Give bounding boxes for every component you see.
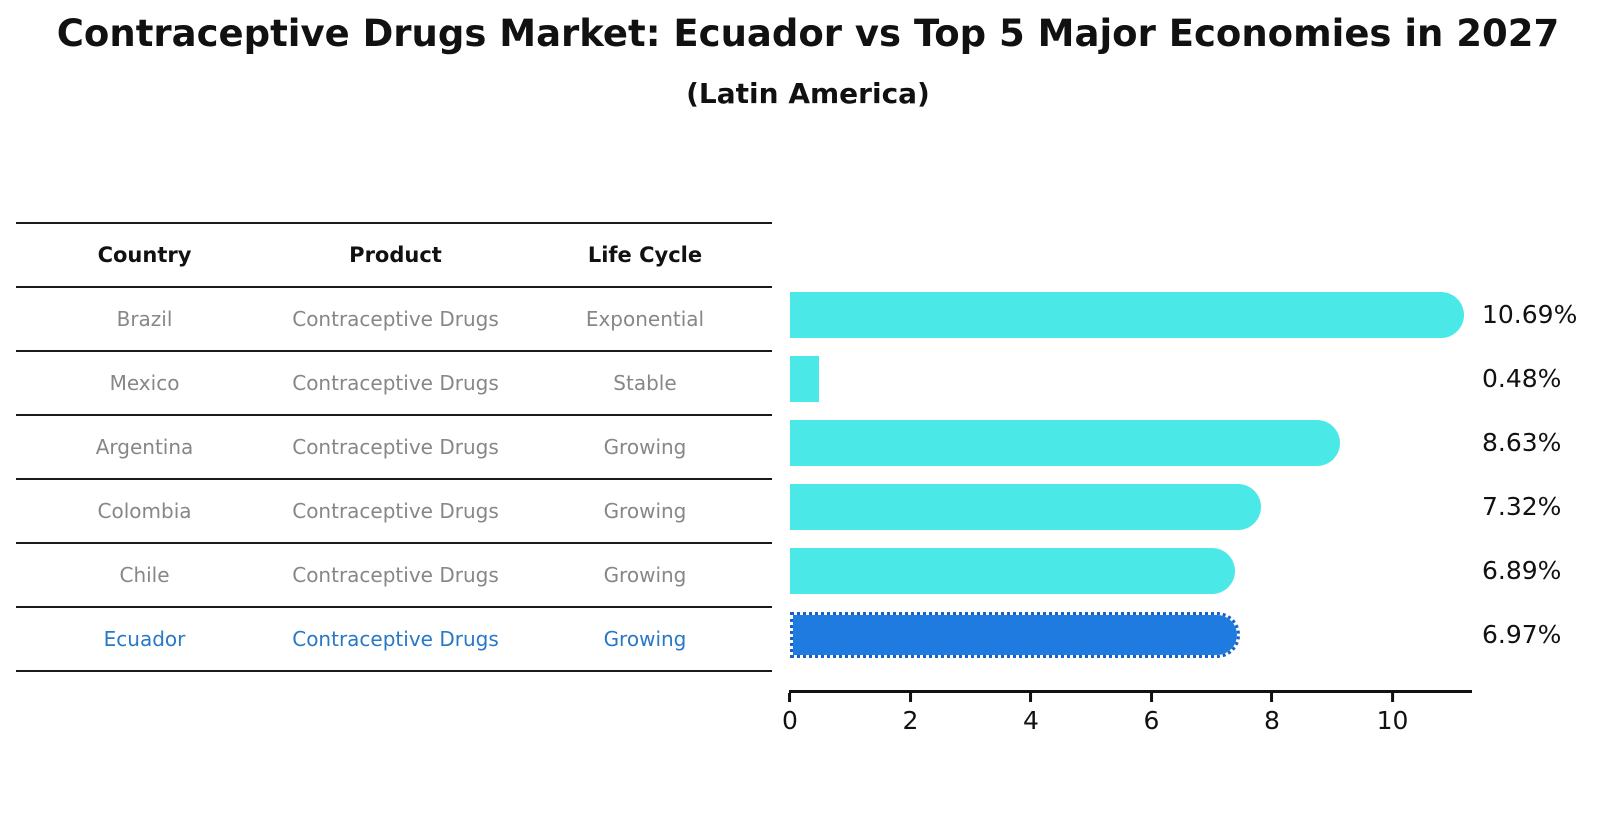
table-row-colombia: Colombia Contraceptive Drugs Growing <box>16 480 772 544</box>
x-axis-spine <box>789 690 1472 693</box>
bar-value-label: 8.63% <box>1482 428 1562 457</box>
bar-value-label: 10.69% <box>1482 300 1578 329</box>
x-axis-tick: 8 <box>1264 693 1280 735</box>
bar-value-label: 6.97% <box>1482 620 1562 649</box>
bar-value-label: 0.48% <box>1482 364 1562 393</box>
bar-mexico <box>790 356 819 402</box>
cell-country: Ecuador <box>103 627 186 651</box>
tick-mark <box>1029 693 1033 702</box>
cell-life-cycle: Growing <box>603 627 687 651</box>
x-axis-tick: 6 <box>1143 693 1160 735</box>
tick-label: 4 <box>1023 706 1039 735</box>
bar-chile <box>790 548 1236 594</box>
tick-label: 6 <box>1143 706 1160 735</box>
cell-product: Contraceptive Drugs <box>292 435 499 459</box>
table-header-row: Country Product Life Cycle <box>16 224 772 288</box>
cell-country: Argentina <box>95 435 194 459</box>
cell-product: Contraceptive Drugs <box>292 371 499 395</box>
tick-label: 8 <box>1264 706 1280 735</box>
tick-mark <box>788 693 792 702</box>
x-axis-tick: 2 <box>902 693 919 735</box>
column-header-country: Country <box>97 243 192 267</box>
cell-product: Contraceptive Drugs <box>292 307 499 331</box>
cell-product: Contraceptive Drugs <box>292 563 499 587</box>
table-row-chile: Chile Contraceptive Drugs Growing <box>16 544 772 608</box>
cell-country: Brazil <box>116 307 173 331</box>
x-axis-tick: 4 <box>1023 693 1039 735</box>
cell-country: Chile <box>119 563 170 587</box>
cell-life-cycle: Exponential <box>585 307 705 331</box>
column-header-life-cycle: Life Cycle <box>587 243 703 267</box>
bar-plot-area <box>790 283 1469 667</box>
chart-subtitle: (Latin America) <box>686 77 930 110</box>
cell-life-cycle: Growing <box>603 435 687 459</box>
country-table: Country Product Life Cycle Brazil Contra… <box>16 222 772 672</box>
cell-country: Colombia <box>97 499 192 523</box>
tick-mark <box>1270 693 1274 702</box>
column-header-product: Product <box>349 243 442 267</box>
cell-life-cycle: Growing <box>603 499 687 523</box>
cell-country: Mexico <box>109 371 180 395</box>
bar-brazil <box>790 292 1465 338</box>
cell-life-cycle: Growing <box>603 563 687 587</box>
cell-life-cycle: Stable <box>613 371 677 395</box>
bar-value-label: 6.89% <box>1482 556 1562 585</box>
bar-value-label: 7.32% <box>1482 492 1562 521</box>
tick-label: 10 <box>1376 706 1409 735</box>
x-axis-tick: 0 <box>782 693 798 735</box>
cell-product: Contraceptive Drugs <box>292 627 499 651</box>
table-row-ecuador: Ecuador Contraceptive Drugs Growing <box>16 608 772 672</box>
tick-label: 2 <box>902 706 919 735</box>
table-row-argentina: Argentina Contraceptive Drugs Growing <box>16 416 772 480</box>
bar-argentina <box>790 420 1340 466</box>
tick-label: 0 <box>782 706 798 735</box>
bar-colombia <box>790 484 1262 530</box>
x-axis-tick: 10 <box>1376 693 1409 735</box>
tick-mark <box>908 693 912 702</box>
table-row-brazil: Brazil Contraceptive Drugs Exponential <box>16 288 772 352</box>
chart-title: Contraceptive Drugs Market: Ecuador vs T… <box>56 12 1560 55</box>
table-row-mexico: Mexico Contraceptive Drugs Stable <box>16 352 772 416</box>
cell-product: Contraceptive Drugs <box>292 499 499 523</box>
bar-ecuador-highlighted <box>790 612 1240 658</box>
tick-mark <box>1149 693 1153 702</box>
tick-mark <box>1390 693 1394 702</box>
